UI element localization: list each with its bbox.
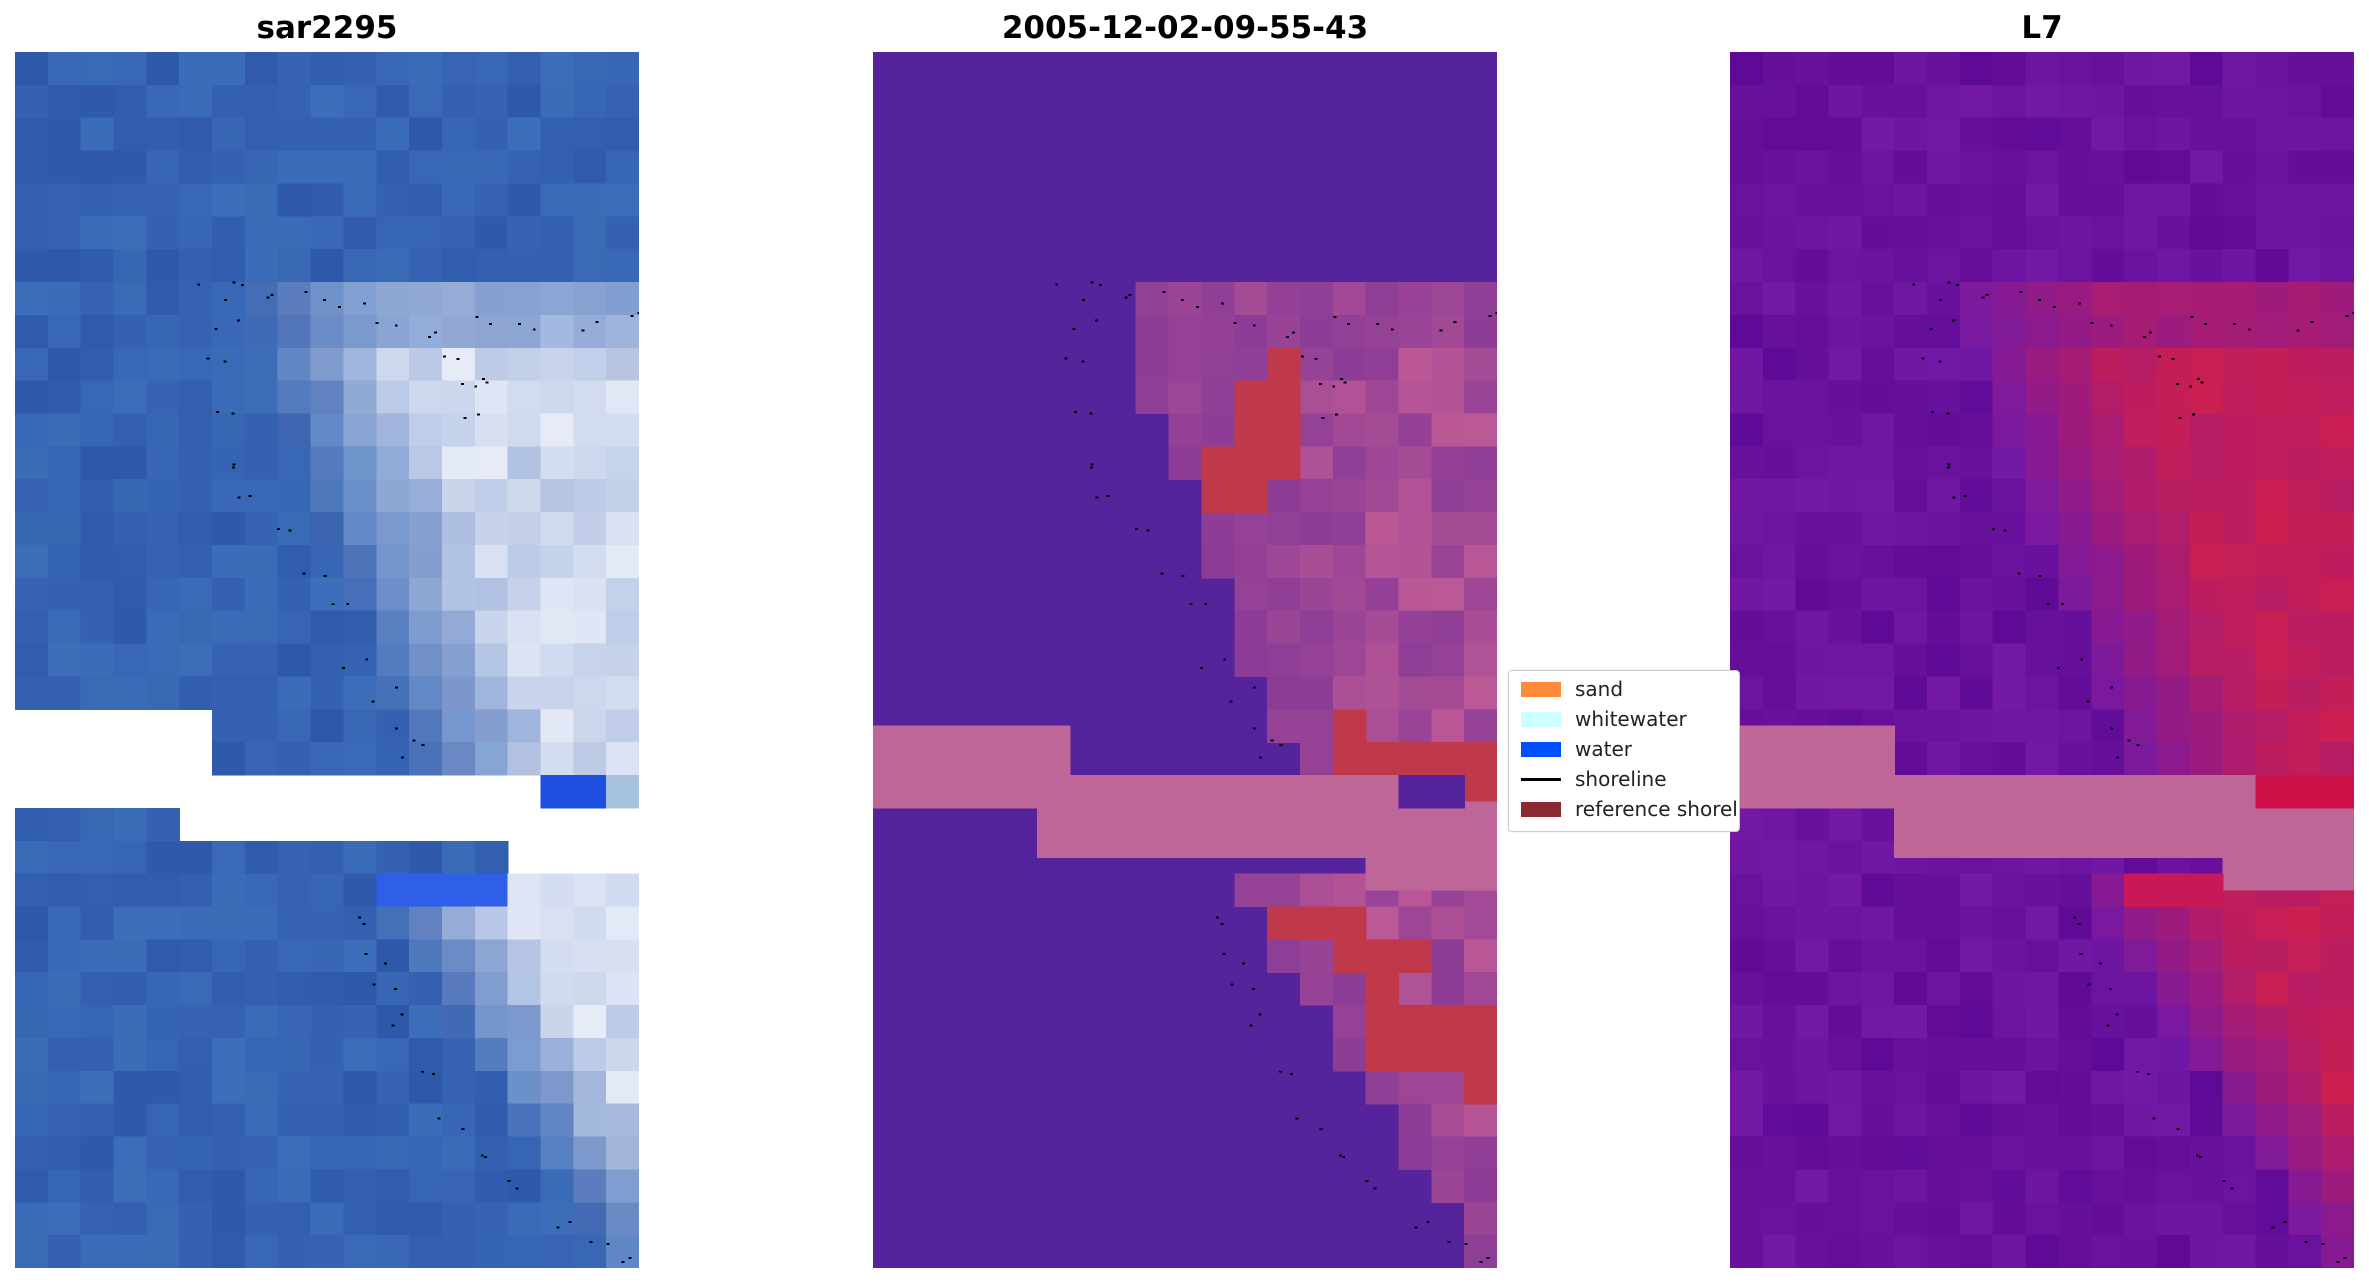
reference-shoreline-buffer [1730,725,1895,809]
legend-item-whitewater: whitewater [1515,705,1739,733]
sand-class-patch [1464,1070,1497,1105]
shoreline-points [197,281,639,1263]
sand-class-patch [1267,347,1301,382]
rgb-image [15,52,639,1268]
water-swatch [1521,742,1561,757]
legend-label: reference shoreline buffer [1575,797,1739,821]
legend-label: sand [1575,677,1624,701]
legend: sand whitewater water shoreline referenc… [1508,670,1740,832]
index-high-patch [2255,775,2354,809]
whitewater-swatch [1521,712,1561,727]
classified-image-panel [873,52,1497,1268]
shoreline-line-sample [1521,778,1561,781]
sand-class-patch [1332,742,1497,776]
shoreline-points [1055,281,1497,1263]
buffer-swatch [1521,802,1561,817]
panel-title-classified: 2005-12-02-09-55-43 [1001,10,1369,46]
sand-class-patch [1267,906,1367,941]
sand-class-patch [1332,709,1367,743]
classified-image [873,52,1497,1268]
sand-class-patch [1365,1005,1497,1072]
legend-label: whitewater [1575,707,1687,731]
sand-class-patch [1332,939,1432,973]
panel-title-index: L7 [2021,10,2063,46]
sand-swatch [1521,682,1561,697]
rgb-image-panel [15,52,639,1268]
legend-label: water [1575,737,1632,761]
legend-item-water: water [1515,735,1739,763]
sand-class-patch [1201,446,1268,513]
index-image-panel [1730,52,2354,1268]
legend-label: shoreline [1575,767,1667,791]
legend-item-reference-shoreline-buffer: reference shoreline buffer [1515,795,1739,823]
legend-item-shoreline: shoreline [1515,765,1739,793]
panel-title-rgb: sar2295 [256,10,398,46]
legend-item-sand: sand [1515,675,1739,703]
index-image [1730,52,2354,1268]
shoreline-points [1912,281,2354,1263]
